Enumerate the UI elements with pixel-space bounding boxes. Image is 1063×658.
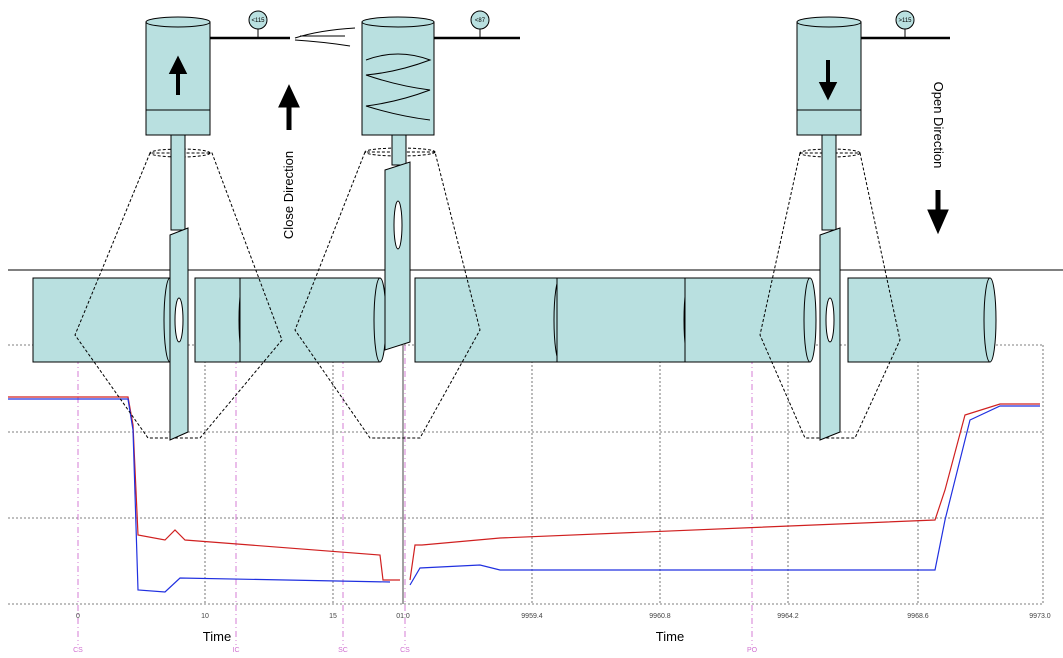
valve-left — [75, 17, 282, 440]
gauge-label: <115 — [251, 18, 265, 24]
valve-right — [760, 17, 900, 440]
grid — [8, 345, 1043, 604]
event-label: PO — [747, 647, 758, 654]
gauge-label: <87 — [475, 18, 486, 24]
valve-middle — [295, 17, 480, 438]
x-tick-label: 10 — [201, 613, 209, 620]
valve-diagram: <115 <87 >115 Close Direction Open Direction… — [0, 0, 1063, 658]
gauge-label: >115 — [898, 18, 912, 24]
x-axis-label: Time — [656, 629, 684, 644]
x-tick-label: 9960.8 — [649, 613, 671, 620]
x-axis-label: Time — [203, 629, 231, 644]
close-arrow — [282, 90, 296, 130]
event-label: CS — [73, 647, 83, 654]
x-tick-label: 01.0 — [396, 613, 410, 620]
x-tick-label: 9964.2 — [777, 613, 799, 620]
event-label: IC — [233, 647, 240, 654]
traces — [8, 397, 1040, 592]
open-direction: Open Direction — [931, 82, 946, 169]
open-arrow — [931, 190, 945, 228]
event-label: CS — [400, 647, 410, 654]
event-label: SC — [338, 647, 348, 654]
close-direction: Close Direction — [281, 151, 296, 239]
x-tick-label: 0 — [76, 613, 80, 620]
x-tick-label: 9973.0 — [1029, 613, 1051, 620]
x-tick-label: 9968.6 — [907, 613, 929, 620]
x-tick-label: 9959.4 — [521, 613, 543, 620]
x-tick-label: 15 — [329, 613, 337, 620]
